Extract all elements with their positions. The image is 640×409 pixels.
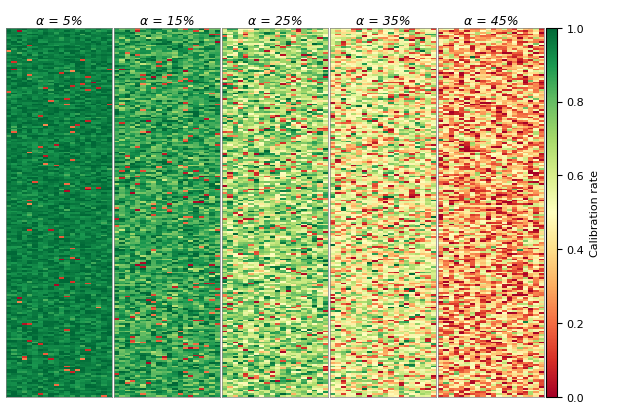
- Title: α = 35%: α = 35%: [356, 14, 410, 27]
- Title: α = 45%: α = 45%: [463, 14, 518, 27]
- Title: α = 5%: α = 5%: [36, 14, 83, 27]
- Title: α = 15%: α = 15%: [140, 14, 195, 27]
- Title: α = 25%: α = 25%: [248, 14, 302, 27]
- Y-axis label: Calibration rate: Calibration rate: [590, 169, 600, 256]
